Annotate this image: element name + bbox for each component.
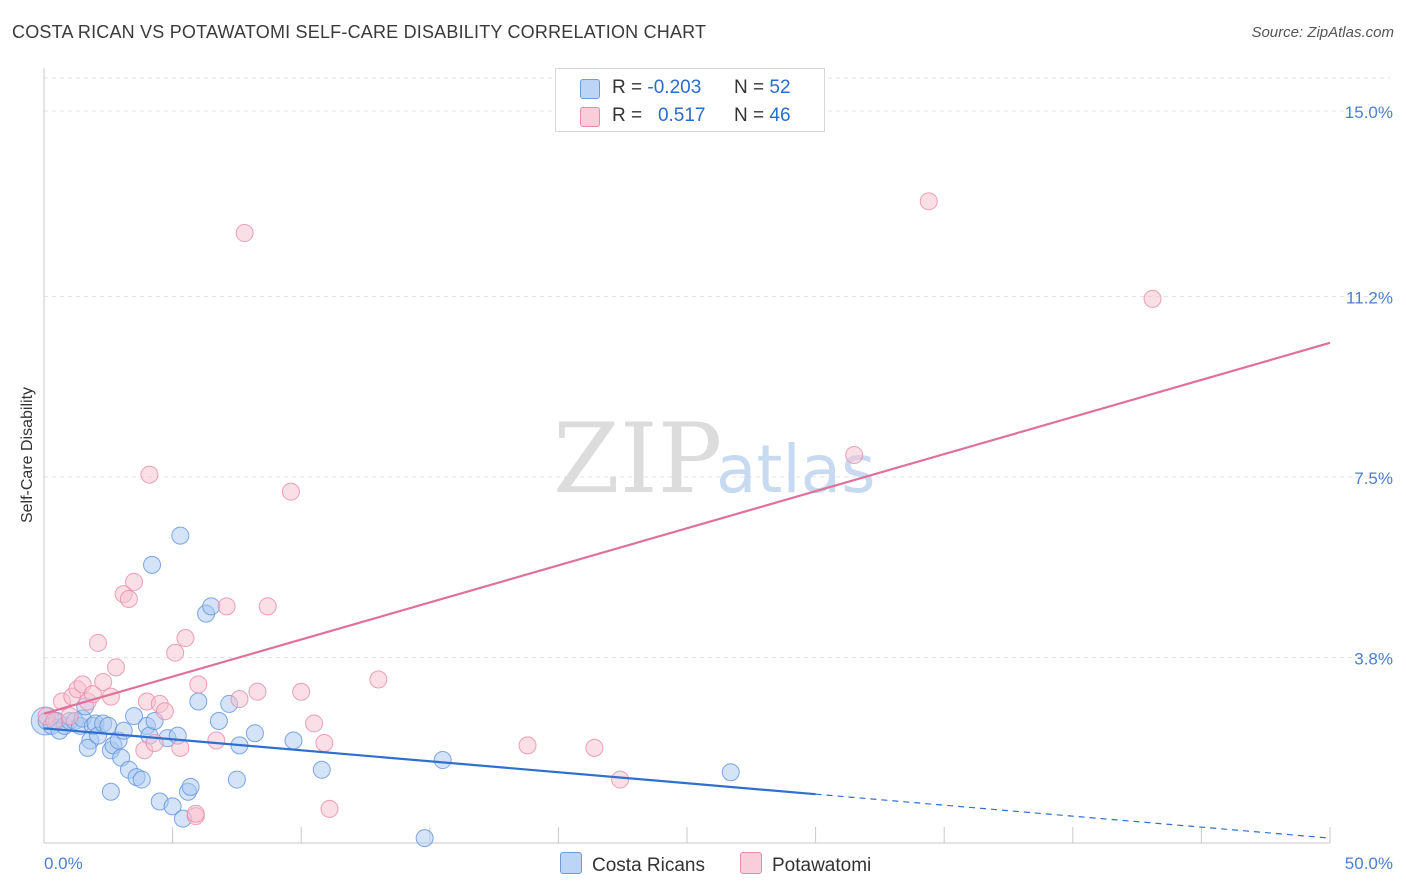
point-potawatomi [207,731,226,750]
watermark: ZIP atlas [553,403,876,515]
point-potawatomi [186,804,205,823]
y-tick-label: 15.0% [1345,103,1393,122]
point-potawatomi [292,682,311,701]
point-costa-rican [312,760,331,779]
point-costa-rican [101,782,120,801]
trend-line-potawatomi [43,341,1331,715]
point-potawatomi [315,733,334,752]
point-costa-rican [433,751,452,770]
chart-source: Source: ZipAtlas.com [1251,24,1394,41]
bottom-legend-swatch-pink [740,852,762,874]
point-costa-rican [132,770,151,789]
point-costa-rican [181,777,200,796]
trend-line-costa-ricans-extension [815,793,1331,839]
point-costa-rican [171,526,190,545]
y-tick-label: 3.8% [1354,650,1393,669]
point-costa-rican [209,712,228,731]
tick-labels: 3.8% 7.5% 11.2% 15.0% 0.0% 50.0% [44,103,1393,873]
point-costa-rican [227,770,246,789]
legend-r-label: R = [612,77,643,98]
legend-n-value: 46 [769,105,791,126]
point-potawatomi [258,597,277,616]
trend-lines [43,341,1331,839]
point-potawatomi [369,670,388,689]
point-potawatomi [176,629,195,648]
legend-r-value: 0.517 [657,105,706,126]
point-costa-rican [189,692,208,711]
point-potawatomi [230,690,249,709]
point-potawatomi [585,738,604,757]
bottom-legend-potawatomi: Potawatomi [740,852,871,877]
legend-r-label: R = [612,105,643,126]
point-costa-rican [245,724,264,743]
point-potawatomi [320,799,339,818]
point-potawatomi [611,770,630,789]
point-potawatomi [281,482,300,501]
point-costa-rican [284,731,303,750]
bottom-legend-swatch-blue [560,852,582,874]
point-potawatomi [919,192,938,211]
data-points [30,192,1162,848]
legend-n-value: 52 [769,77,791,98]
point-potawatomi [845,446,864,465]
point-potawatomi [94,672,113,691]
point-potawatomi [166,643,185,662]
point-potawatomi [119,590,138,609]
bottom-legend-label: Potawatomi [772,855,872,876]
correlation-legend: R = -0.203 N = 52 R = 0.517 N = 46 [555,68,825,132]
legend-swatch-pink [580,107,600,127]
gridlines [44,77,1390,659]
point-potawatomi [518,736,537,755]
point-potawatomi [89,633,108,652]
legend-n-label: N = [734,77,765,98]
point-potawatomi [171,738,190,757]
point-costa-rican [415,829,434,848]
point-costa-rican [78,738,97,757]
watermark-atlas: atlas [716,431,876,508]
point-potawatomi [107,658,126,677]
bottom-legend-costa-ricans: Costa Ricans [560,852,705,877]
y-tick-label: 7.5% [1354,469,1393,488]
point-costa-rican [202,597,221,616]
point-costa-rican [125,707,144,726]
point-potawatomi [1143,289,1162,308]
point-potawatomi [235,224,254,243]
y-tick-label: 11.2% [1346,288,1393,307]
point-costa-rican [99,716,118,735]
point-costa-rican [143,555,162,574]
point-potawatomi [248,682,267,701]
legend-swatch-blue [580,79,600,99]
bottom-legend-label: Costa Ricans [592,855,705,876]
point-costa-rican [721,763,740,782]
point-potawatomi [305,714,324,733]
trend-line-costa-ricans [43,727,816,796]
legend-n-label: N = [734,105,765,126]
point-costa-rican [163,797,182,816]
legend-r-value: -0.203 [647,77,702,98]
point-potawatomi [140,465,159,484]
point-potawatomi [45,712,64,731]
x-tick-label: 50.0% [1345,854,1393,873]
chart-title: COSTA RICAN VS POTAWATOMI SELF-CARE DISA… [12,22,707,42]
point-potawatomi [60,707,79,726]
point-potawatomi [155,702,174,721]
point-potawatomi [125,572,144,591]
point-potawatomi [189,675,208,694]
watermark-zip: ZIP [553,403,722,515]
x-tick-label: 0.0% [44,854,83,873]
point-potawatomi [217,597,236,616]
